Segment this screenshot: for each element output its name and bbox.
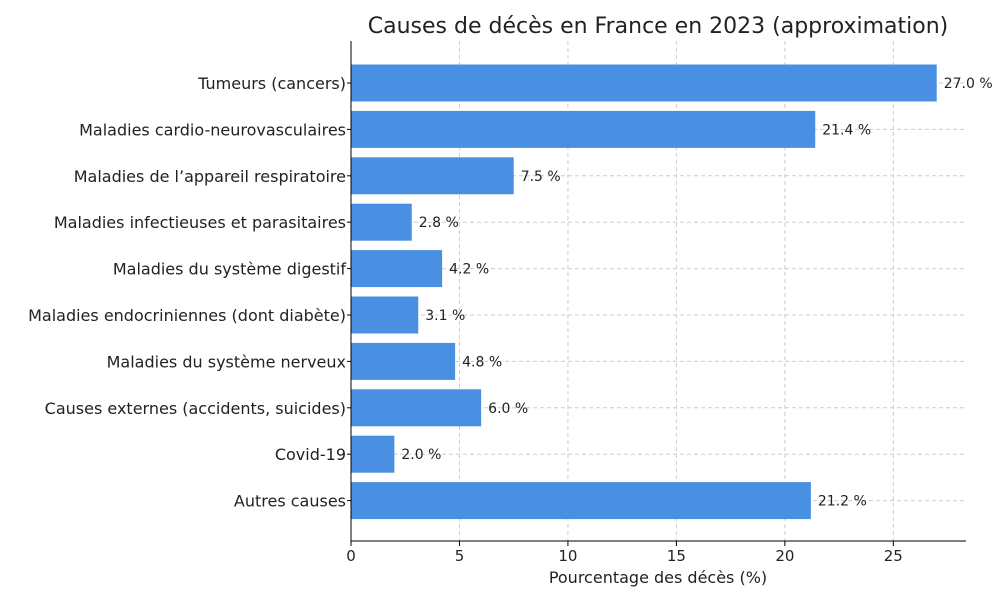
bar (351, 482, 811, 520)
x-tick-label: 10 (558, 547, 577, 565)
bar (351, 64, 937, 102)
x-tick-label: 5 (455, 547, 465, 565)
bars (351, 64, 937, 520)
value-label: 6.0 % (488, 401, 528, 417)
bar (351, 110, 816, 148)
bar (351, 296, 419, 334)
category-label: Tumeurs (cancers) (197, 74, 346, 93)
value-label: 2.0 % (401, 447, 441, 463)
category-label: Maladies cardio-neurovasculaires (79, 120, 346, 139)
x-tick-label: 25 (884, 547, 903, 565)
category-label: Maladies du système digestif (113, 260, 347, 279)
category-label: Maladies endocriniennes (dont diabète) (28, 306, 346, 325)
category-label: Maladies du système nerveux (107, 352, 346, 371)
category-label: Covid-19 (275, 445, 346, 464)
bar (351, 435, 395, 473)
x-tick-label: 20 (775, 547, 794, 565)
x-tick-labels: 0 5 10 15 20 25 (346, 547, 903, 565)
bar (351, 389, 482, 427)
category-labels: Tumeurs (cancers) Maladies cardio-neurova… (28, 74, 346, 511)
axes (347, 41, 966, 546)
value-label: 7.5 % (521, 169, 561, 185)
value-label: 3.1 % (425, 308, 465, 324)
value-label: 2.8 % (419, 215, 459, 231)
x-axis-label: Pourcentage des décès (%) (549, 568, 767, 587)
value-label: 4.2 % (449, 262, 489, 278)
chart-title: Causes de décès en France en 2023 (appro… (368, 14, 949, 39)
category-label: Autres causes (234, 492, 346, 511)
value-label: 4.8 % (462, 354, 502, 370)
value-label: 27.0 % (944, 76, 993, 92)
bar (351, 157, 514, 195)
value-label: 21.4 % (822, 122, 871, 138)
bar (351, 250, 443, 288)
category-label: Maladies infectieuses et parasitaires (54, 213, 346, 232)
bar (351, 342, 456, 380)
x-tick-label: 0 (346, 547, 356, 565)
bar (351, 203, 412, 241)
x-tick-label: 15 (667, 547, 686, 565)
category-label: Maladies de l’appareil respiratoire (74, 167, 346, 186)
value-label: 21.2 % (818, 494, 867, 510)
value-labels: 27.0 % 21.4 % 7.5 % 2.8 % 4.2 % 3.1 % 4.8 % 6.0… (401, 76, 992, 510)
category-label: Causes externes (accidents, suicides) (45, 399, 346, 418)
